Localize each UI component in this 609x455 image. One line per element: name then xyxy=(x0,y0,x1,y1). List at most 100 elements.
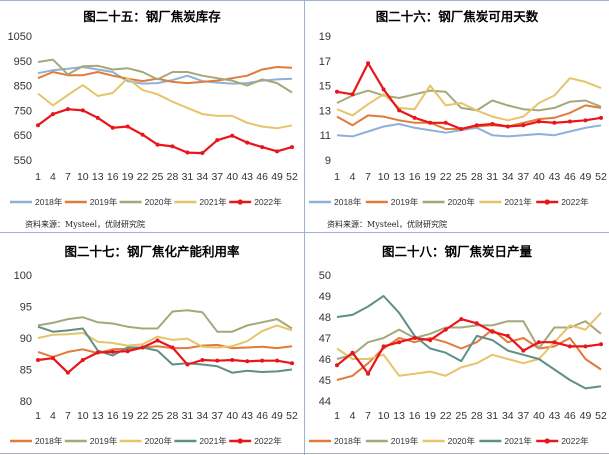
legend-label: 2020年 xyxy=(448,197,476,207)
x-tick-label: 4 xyxy=(350,171,356,183)
grid-center-divider xyxy=(304,0,305,455)
series-point xyxy=(505,333,510,338)
chart-panel-utilization: 图二十七：钢厂焦化产能利用率 80 85 90 95 100 1 4 7 10 13 16 19 22 2… xyxy=(0,233,304,455)
series-point xyxy=(290,145,294,150)
series-point xyxy=(245,140,250,145)
x-tick-label: 52 xyxy=(595,171,607,183)
series-line xyxy=(336,123,602,138)
x-tick-label: 34 xyxy=(502,410,514,422)
chart-title: 图二十七：钢厂焦化产能利用率 xyxy=(64,244,240,259)
source-note: 资料来源：Mysteel，优财研究院 xyxy=(25,220,146,229)
x-tick-label: 1 xyxy=(35,410,41,422)
series-point xyxy=(110,125,115,130)
x-tick-label: 13 xyxy=(92,410,104,422)
x-tick-label: 4 xyxy=(50,410,56,422)
legend-label: 2022年 xyxy=(254,197,282,207)
series-point xyxy=(275,358,280,363)
chart-title: 图二十八：钢厂焦炭日产量 xyxy=(381,244,532,259)
series-point xyxy=(95,115,100,120)
series-point xyxy=(50,356,55,361)
legend-marker xyxy=(237,438,243,444)
series-point xyxy=(459,317,464,322)
series-point xyxy=(350,350,355,355)
y-tick-label: 950 xyxy=(14,56,32,68)
x-tick-label: 37 xyxy=(518,171,530,183)
series-point xyxy=(36,123,40,128)
legend-label: 2018年 xyxy=(334,197,362,207)
series-line xyxy=(37,324,293,349)
x-tick-label: 37 xyxy=(211,410,223,422)
legend-label: 2018年 xyxy=(35,436,63,446)
x-tick-label: 16 xyxy=(107,410,119,422)
y-tick-label: 45 xyxy=(319,375,331,387)
series-point xyxy=(536,119,541,124)
legend-label: 2021年 xyxy=(199,436,227,446)
series-point xyxy=(350,92,355,97)
series-point xyxy=(552,120,557,125)
series-line xyxy=(336,77,602,122)
x-tick-label: 43 xyxy=(549,410,561,422)
series-point xyxy=(140,132,145,137)
x-tick-label: 7 xyxy=(65,171,71,183)
x-tick-label: 46 xyxy=(564,410,576,422)
y-tick-label: 90 xyxy=(20,333,32,345)
series-point xyxy=(428,338,433,343)
series-point xyxy=(200,358,205,363)
y-tick-label: 1050 xyxy=(8,31,32,43)
x-tick-label: 49 xyxy=(580,171,592,183)
x-tick-label: 52 xyxy=(286,171,298,183)
series-point xyxy=(155,142,160,147)
series-point xyxy=(381,344,386,349)
x-tick-label: 19 xyxy=(424,410,436,422)
legend-label: 2020年 xyxy=(145,197,173,207)
x-tick-label: 13 xyxy=(92,171,104,183)
series-point xyxy=(95,350,100,355)
y-tick-label: 100 xyxy=(14,270,32,282)
x-tick-label: 19 xyxy=(122,410,134,422)
series-point xyxy=(125,349,130,354)
y-tick-label: 48 xyxy=(319,312,331,324)
x-tick-label: 28 xyxy=(471,410,483,422)
series-point xyxy=(200,151,205,156)
y-tick-label: 550 xyxy=(14,155,32,167)
legend-label: 2022年 xyxy=(254,436,282,446)
legend-label: 2021年 xyxy=(504,436,532,446)
series-point xyxy=(583,118,588,123)
series-line xyxy=(336,312,602,377)
series-point xyxy=(567,119,572,124)
x-tick-label: 28 xyxy=(167,171,179,183)
x-tick-label: 7 xyxy=(365,171,371,183)
legend-marker xyxy=(544,199,550,205)
x-tick-label: 49 xyxy=(580,410,592,422)
series-point xyxy=(490,122,495,127)
y-tick-label: 47 xyxy=(319,333,331,345)
x-tick-label: 1 xyxy=(334,171,340,183)
series-point xyxy=(36,358,40,363)
chart-svg: 80 85 90 95 100 1 4 7 10 13 16 19 22 25 28 31 34 37 40 43 46… xyxy=(10,270,298,446)
x-tick-label: 13 xyxy=(393,171,405,183)
x-tick-label: 10 xyxy=(77,410,89,422)
series-point xyxy=(397,108,402,113)
x-tick-label: 4 xyxy=(350,410,356,422)
series-point xyxy=(125,124,130,129)
x-tick-label: 19 xyxy=(424,171,436,183)
x-tick-label: 7 xyxy=(65,410,71,422)
legend-label: 2019年 xyxy=(391,197,419,207)
series-point xyxy=(366,61,371,66)
chart-panel-days: 图二十六：钢厂焦炭可用天数 9 11 13 15 17 19 1 4 7 10 13 16 19 22 25… xyxy=(305,0,609,232)
x-tick-label: 40 xyxy=(533,171,545,183)
legend-label: 2018年 xyxy=(334,436,362,446)
x-tick-label: 37 xyxy=(518,410,530,422)
x-tick-label: 34 xyxy=(197,410,209,422)
x-tick-label: 16 xyxy=(107,171,119,183)
legend-label: 2020年 xyxy=(448,436,476,446)
legend-label: 2020年 xyxy=(145,436,173,446)
series-point xyxy=(583,344,588,349)
series-point xyxy=(521,123,526,128)
x-tick-label: 31 xyxy=(486,410,498,422)
series-line xyxy=(37,309,293,333)
x-tick-label: 10 xyxy=(77,171,89,183)
series-point xyxy=(65,107,70,112)
